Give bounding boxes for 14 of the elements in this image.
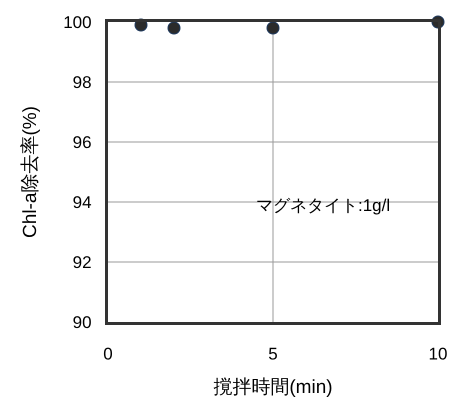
y-tick-label: 96	[72, 132, 92, 152]
y-tick-label: 90	[72, 312, 92, 332]
annotation: マグネタイト:1g/l	[256, 196, 390, 215]
x-axis-title: 撹拌時間(min)	[213, 377, 333, 398]
x-tick-label: 5	[268, 344, 278, 364]
point	[266, 22, 280, 34]
y-axis-title: Chl-a除去率(%)	[19, 106, 42, 238]
x-tick-label: 0	[103, 344, 113, 364]
point	[168, 22, 180, 34]
y-tick-label: 100	[63, 12, 92, 32]
x-tick-label: 10	[428, 344, 448, 364]
y-tick-label: 92	[72, 252, 92, 272]
y-tick-label: 94	[72, 192, 92, 212]
y-tick-label: 98	[72, 72, 92, 92]
